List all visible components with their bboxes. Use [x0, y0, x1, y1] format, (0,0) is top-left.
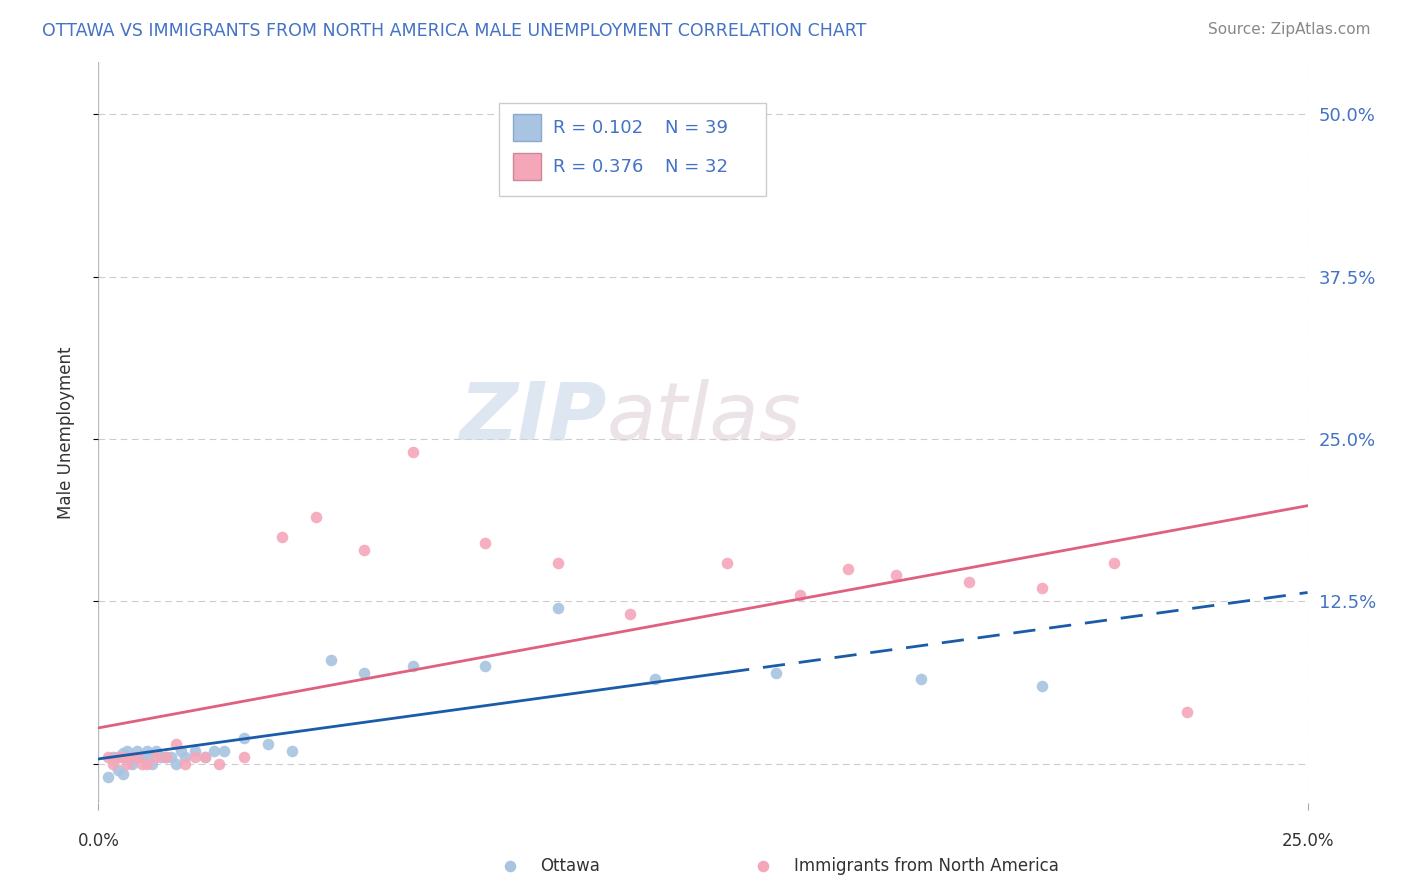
Point	[160, 750, 183, 764]
Point	[194, 750, 217, 764]
Point	[886, 568, 908, 582]
Point	[184, 750, 207, 764]
Point	[837, 562, 859, 576]
Point	[305, 510, 328, 524]
Point	[619, 607, 641, 622]
Point	[353, 542, 375, 557]
Point	[716, 556, 738, 570]
Point	[204, 744, 226, 758]
Text: N = 32: N = 32	[665, 158, 728, 176]
Point	[101, 750, 124, 764]
Point	[547, 601, 569, 615]
Point	[789, 588, 811, 602]
Point	[145, 750, 167, 764]
Point	[402, 659, 425, 673]
Point	[1175, 705, 1198, 719]
Text: Ottawa: Ottawa	[540, 856, 599, 875]
Text: Source: ZipAtlas.com: Source: ZipAtlas.com	[1208, 22, 1371, 37]
Point	[145, 744, 167, 758]
Point	[111, 750, 134, 764]
Point	[127, 750, 149, 764]
Point	[107, 764, 129, 778]
Point	[97, 750, 120, 764]
Point	[135, 750, 157, 764]
Point	[107, 750, 129, 764]
Point	[97, 770, 120, 784]
Point	[155, 750, 177, 764]
Point	[121, 756, 143, 771]
Point	[165, 737, 187, 751]
Point	[194, 750, 217, 764]
Point	[353, 665, 375, 680]
Point	[1031, 582, 1053, 596]
Text: R = 0.376: R = 0.376	[553, 158, 643, 176]
Point	[910, 673, 932, 687]
Text: 25.0%: 25.0%	[1281, 832, 1334, 850]
Point	[957, 574, 980, 589]
Point	[101, 756, 124, 771]
Point	[474, 536, 496, 550]
Text: ZIP: ZIP	[458, 379, 606, 457]
Point	[135, 756, 157, 771]
Point	[169, 744, 191, 758]
Point	[232, 731, 254, 745]
Point	[107, 750, 129, 764]
Point	[547, 556, 569, 570]
Point	[121, 750, 143, 764]
Point	[111, 767, 134, 781]
Point	[131, 750, 153, 764]
Point	[121, 750, 143, 764]
Text: atlas: atlas	[606, 379, 801, 457]
Point	[765, 665, 787, 680]
Text: Immigrants from North America: Immigrants from North America	[793, 856, 1059, 875]
Point	[127, 750, 149, 764]
Point	[141, 756, 163, 771]
Point	[117, 756, 139, 771]
Point	[208, 756, 231, 771]
Point	[111, 747, 134, 761]
Point	[1031, 679, 1053, 693]
Point	[135, 744, 157, 758]
Point	[131, 756, 153, 771]
Point	[1102, 556, 1125, 570]
Point	[184, 744, 207, 758]
Text: 0.0%: 0.0%	[77, 832, 120, 850]
Point	[174, 750, 197, 764]
Point	[212, 744, 235, 758]
Point	[150, 750, 173, 764]
Text: OTTAWA VS IMMIGRANTS FROM NORTH AMERICA MALE UNEMPLOYMENT CORRELATION CHART: OTTAWA VS IMMIGRANTS FROM NORTH AMERICA …	[42, 22, 866, 40]
Point	[474, 659, 496, 673]
Text: R = 0.102: R = 0.102	[553, 119, 643, 136]
Point	[319, 653, 342, 667]
Point	[117, 744, 139, 758]
Point	[165, 756, 187, 771]
Y-axis label: Male Unemployment: Male Unemployment	[56, 346, 75, 519]
Point	[644, 673, 666, 687]
Point	[256, 737, 278, 751]
Point	[117, 750, 139, 764]
Point	[281, 744, 304, 758]
Point	[127, 744, 149, 758]
Point	[271, 529, 294, 543]
Point	[155, 750, 177, 764]
Text: N = 39: N = 39	[665, 119, 728, 136]
Point	[174, 756, 197, 771]
Point	[402, 445, 425, 459]
Point	[232, 750, 254, 764]
